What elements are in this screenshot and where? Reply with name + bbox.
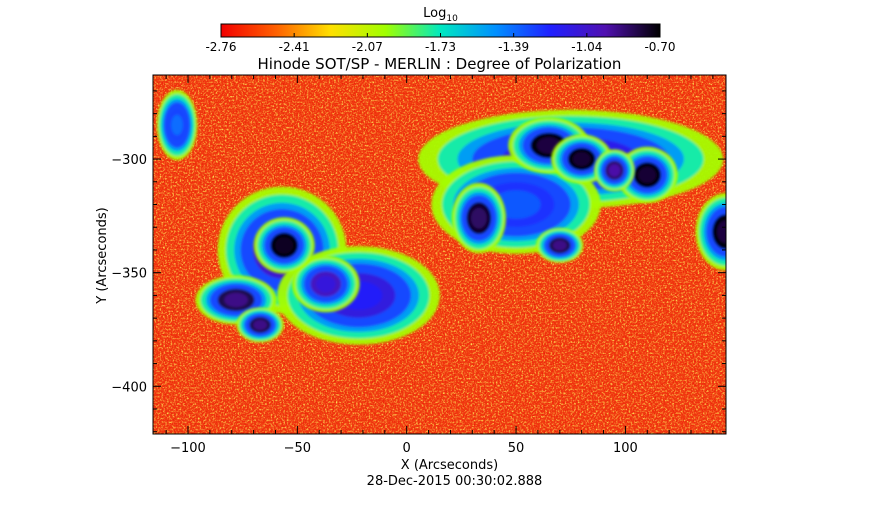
polarization-features (156, 89, 726, 345)
x-tick-label: 100 (613, 441, 638, 456)
colorbar-ticks: -2.76 -2.41 -2.07 -1.73 -1.39 -1.04 -0.70 (205, 33, 676, 54)
y-tick-label: −350 (111, 267, 147, 282)
x-tick-label: 0 (403, 441, 411, 456)
x-axis: −100 −50 0 50 100 (165, 75, 714, 456)
feature-spot-ne-1 (451, 182, 506, 254)
colorbar-tick-label: -2.07 (352, 40, 383, 54)
y-tick-label: −300 (111, 153, 147, 168)
colorbar: -2.76 -2.41 -2.07 -1.73 -1.39 -1.04 -0.70 Log1… (205, 6, 675, 54)
timestamp: 28-Dec-2015 00:30:02.888 (367, 474, 543, 489)
feature-spot-ne-6 (536, 227, 584, 264)
feature-spot-ne-5 (594, 149, 635, 192)
colorbar-tick-label: -2.76 (205, 40, 236, 54)
x-tick-label: 50 (508, 441, 525, 456)
plot-frame (152, 74, 727, 435)
colorbar-tick-label: -1.73 (425, 40, 456, 54)
feature-plage-topleft (156, 89, 198, 161)
x-tick-label: −100 (170, 441, 206, 456)
feature-plage-central-2 (291, 255, 360, 313)
y-tick-label: −400 (111, 380, 147, 395)
colorbar-tick-label: -0.70 (644, 40, 675, 54)
colorbar-tick-label: -2.41 (279, 40, 310, 54)
colorbar-tick-label: -1.04 (571, 40, 602, 54)
feature-spot-ne-4 (616, 146, 678, 204)
feature-spot-east-edge (695, 193, 726, 271)
colorbar-label: Log10 (423, 6, 458, 24)
x-tick-label: −50 (284, 441, 311, 456)
plot-area (153, 75, 726, 434)
y-axis-label: Y (Arcseconds) (95, 207, 110, 304)
x-axis-label: X (Arcseconds) (401, 458, 498, 473)
feature-spot-west-lower2 (236, 307, 284, 343)
colorbar-tick-label: -1.39 (498, 40, 529, 54)
feature-spot-west-umbra (253, 217, 315, 274)
y-axis: −300 −350 −400 (111, 90, 726, 433)
chart-title: Hinode SOT/SP - MERLIN : Degree of Polar… (258, 55, 622, 73)
